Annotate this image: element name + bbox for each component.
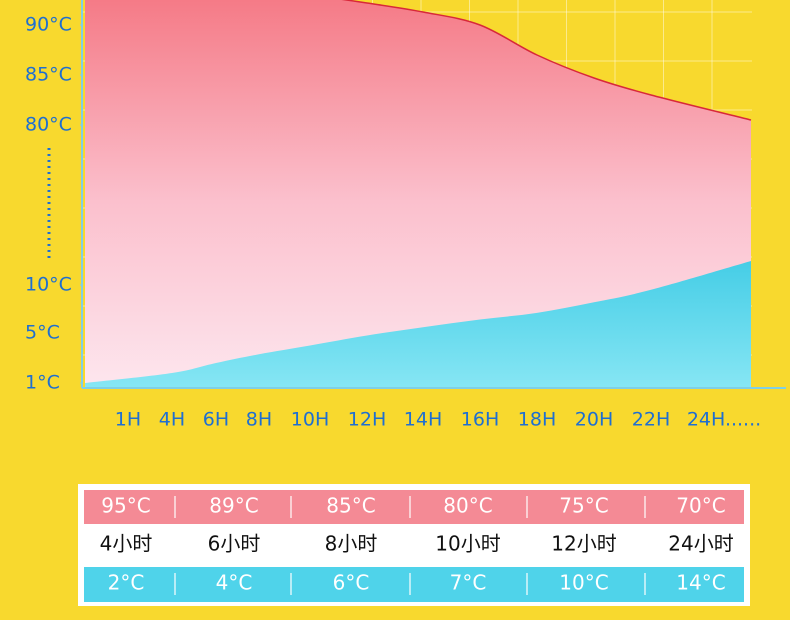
- table-cell: 6°C: [333, 571, 370, 595]
- hot-row-bg: [84, 490, 744, 524]
- table-cell: 4小时: [100, 532, 153, 556]
- x-tick-label: 16H: [461, 409, 499, 431]
- y-tick-label: 85°C: [25, 64, 72, 86]
- table-cell: 10小时: [435, 532, 500, 556]
- x-tick-label: 12H: [348, 409, 386, 431]
- table-cell: 4°C: [216, 571, 253, 595]
- cold-row-bg: [84, 567, 744, 602]
- table-cell: 89°C: [209, 494, 258, 518]
- x-tick-label: 20H: [575, 409, 613, 431]
- y-tick-label: 10°C: [25, 274, 72, 296]
- table: 95°C 89°C 85°C 80°C 75°C 70°C 4小时 6小时 8小时 10小时 12小…: [78, 484, 750, 606]
- table-cell: 70°C: [676, 494, 725, 518]
- y-tick-label: 1°C: [25, 372, 60, 394]
- x-tick-label: 10H: [291, 409, 329, 431]
- x-tick-label: 1H: [115, 409, 141, 431]
- x-tick-label: 14H: [404, 409, 442, 431]
- table-cell: 8小时: [325, 532, 378, 556]
- y-tick-label: 90°C: [25, 14, 72, 36]
- y-tick-label: 80°C: [25, 114, 72, 136]
- table-cell: 24小时: [668, 532, 733, 556]
- table-cell: 85°C: [326, 494, 375, 518]
- table-cell: 7°C: [450, 571, 487, 595]
- x-tick-label: 4H: [159, 409, 185, 431]
- hot-line: [341, 0, 752, 121]
- table-cell: 14°C: [676, 571, 725, 595]
- plot-area: [83, 0, 752, 387]
- table-cell: 80°C: [443, 494, 492, 518]
- y-tick-label: 5°C: [25, 322, 60, 344]
- x-tick-label: 18H: [518, 409, 556, 431]
- axes: 90°C 85°C 80°C 10°C 5°C 1°C 1H 4H 6H 8H 10H 12H 14H 1…: [25, 0, 786, 431]
- x-tick-label: 6H: [203, 409, 229, 431]
- cold-area: [85, 261, 751, 387]
- x-tick-label: 22H: [632, 409, 670, 431]
- table-cell: 10°C: [559, 571, 608, 595]
- table-cell: 95°C: [101, 494, 150, 518]
- table-cell: 12小时: [551, 532, 616, 556]
- table-cell: 75°C: [559, 494, 608, 518]
- x-tick-label: 24H......: [687, 409, 761, 431]
- table-cell: 6小时: [208, 532, 261, 556]
- table-cell: 2°C: [108, 571, 145, 595]
- x-tick-label: 8H: [246, 409, 272, 431]
- hot-area: [85, 0, 751, 387]
